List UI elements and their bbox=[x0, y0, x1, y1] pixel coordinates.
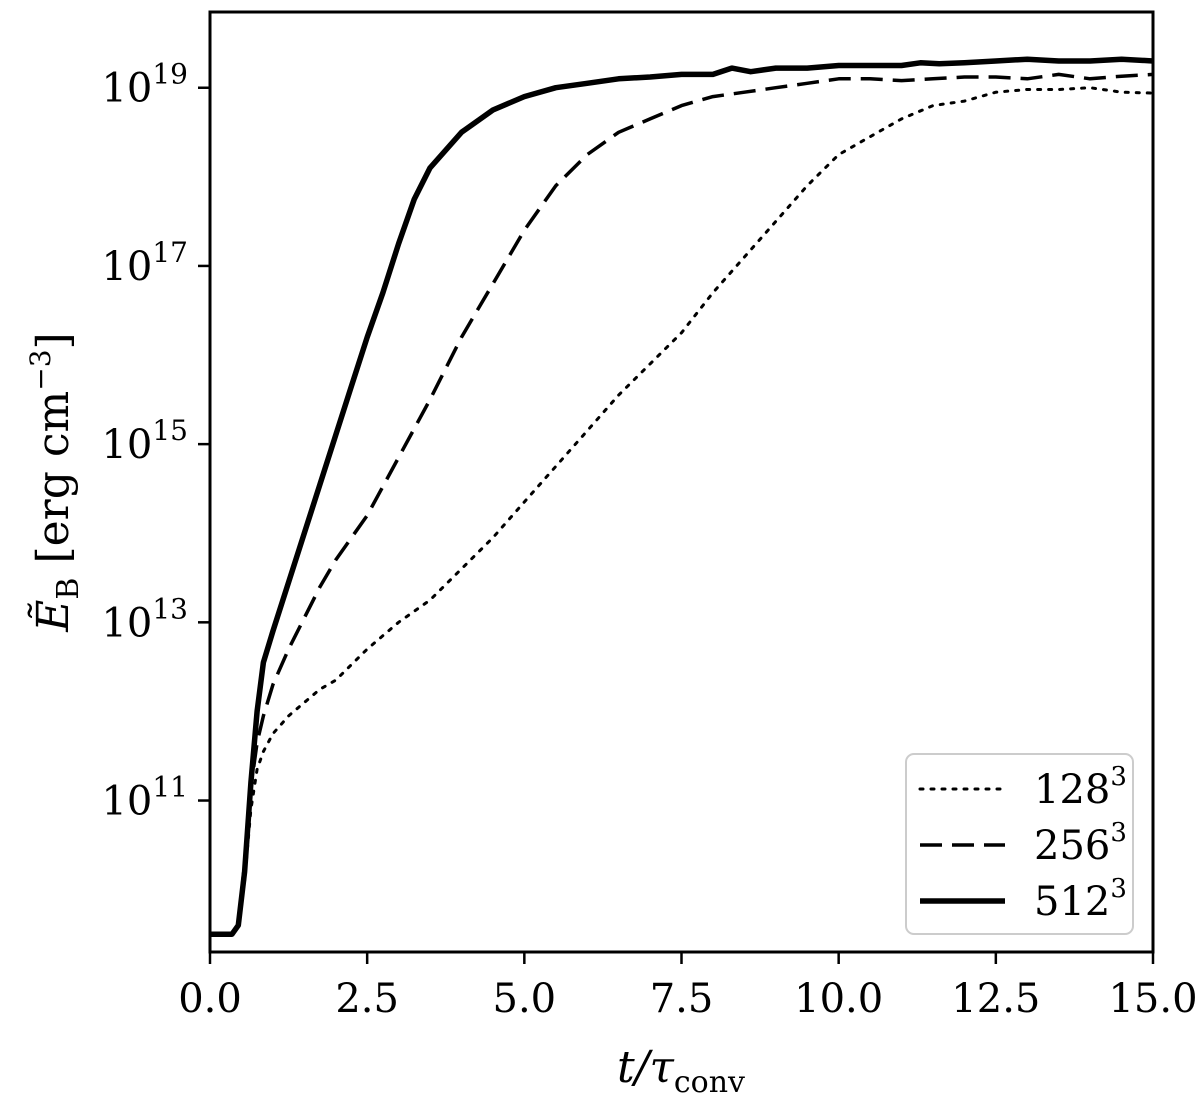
x-tick-label: 2.5 bbox=[335, 976, 399, 1022]
y-tick-label-exp: 19 bbox=[152, 58, 188, 91]
legend-label: 5123 bbox=[1034, 874, 1127, 925]
y-axis-label-unit-close: ] bbox=[28, 332, 79, 349]
x-axis: 0.0 2.5 5.0 7.5 10.0 12.5 15.0 bbox=[178, 952, 1198, 1022]
legend-label-sup: 3 bbox=[1110, 818, 1127, 848]
series-line-128 bbox=[208, 86, 1155, 936]
y-tick-label-base: 10 bbox=[101, 600, 152, 646]
legend-label-name: 256 bbox=[1034, 823, 1110, 869]
y-tick-label-base: 10 bbox=[101, 422, 152, 468]
series-layer bbox=[208, 56, 1155, 937]
y-tick-label: 1015 bbox=[101, 414, 188, 468]
y-tick-label: 1017 bbox=[101, 236, 188, 290]
x-tick-label: 5.0 bbox=[493, 976, 557, 1022]
legend-label-sup: 3 bbox=[1110, 762, 1127, 792]
legend-label-sup: 3 bbox=[1110, 874, 1127, 904]
x-tick-label: 12.5 bbox=[951, 976, 1040, 1022]
series-line-256 bbox=[210, 72, 1154, 936]
y-tick-label-exp: 13 bbox=[152, 592, 188, 625]
x-axis-label: t/τconv bbox=[617, 1042, 745, 1100]
y-tick-label-base: 10 bbox=[101, 244, 152, 290]
legend-box bbox=[905, 753, 1134, 935]
legend-label: 2563 bbox=[1034, 818, 1127, 869]
x-axis-label-base: t/τ bbox=[617, 1042, 675, 1093]
x-tick-label: 0.0 bbox=[178, 976, 242, 1022]
legend-label-name: 128 bbox=[1034, 767, 1110, 813]
y-tick-label-exp: 15 bbox=[152, 414, 188, 447]
x-axis-label-sub: conv bbox=[674, 1065, 745, 1100]
legend-label: 1283 bbox=[1034, 762, 1127, 813]
y-tick-label: 1011 bbox=[101, 771, 188, 825]
y-axis-label-unit: [erg cm bbox=[28, 391, 79, 578]
y-tick-label-exp: 17 bbox=[152, 236, 188, 269]
y-tick-label-base: 10 bbox=[101, 779, 152, 825]
x-tick-label: 10.0 bbox=[794, 976, 883, 1022]
y-tick-label: 1019 bbox=[101, 58, 188, 112]
y-axis-label-unit-sup: −3 bbox=[24, 349, 57, 390]
series-line-512 bbox=[210, 56, 1154, 937]
y-axis-label: ẼB [erg cm−3] bbox=[24, 332, 86, 632]
y-tick-label-base: 10 bbox=[101, 66, 152, 112]
legend-label-name: 512 bbox=[1034, 879, 1110, 925]
y-axis-label-symbol: Ẽ bbox=[26, 600, 79, 633]
y-tick-label-exp: 11 bbox=[152, 771, 188, 804]
y-axis-label-sub: B bbox=[51, 578, 86, 600]
y-tick-label: 1013 bbox=[101, 592, 188, 646]
x-tick-label: 15.0 bbox=[1108, 976, 1197, 1022]
x-tick-label: 7.5 bbox=[650, 976, 714, 1022]
